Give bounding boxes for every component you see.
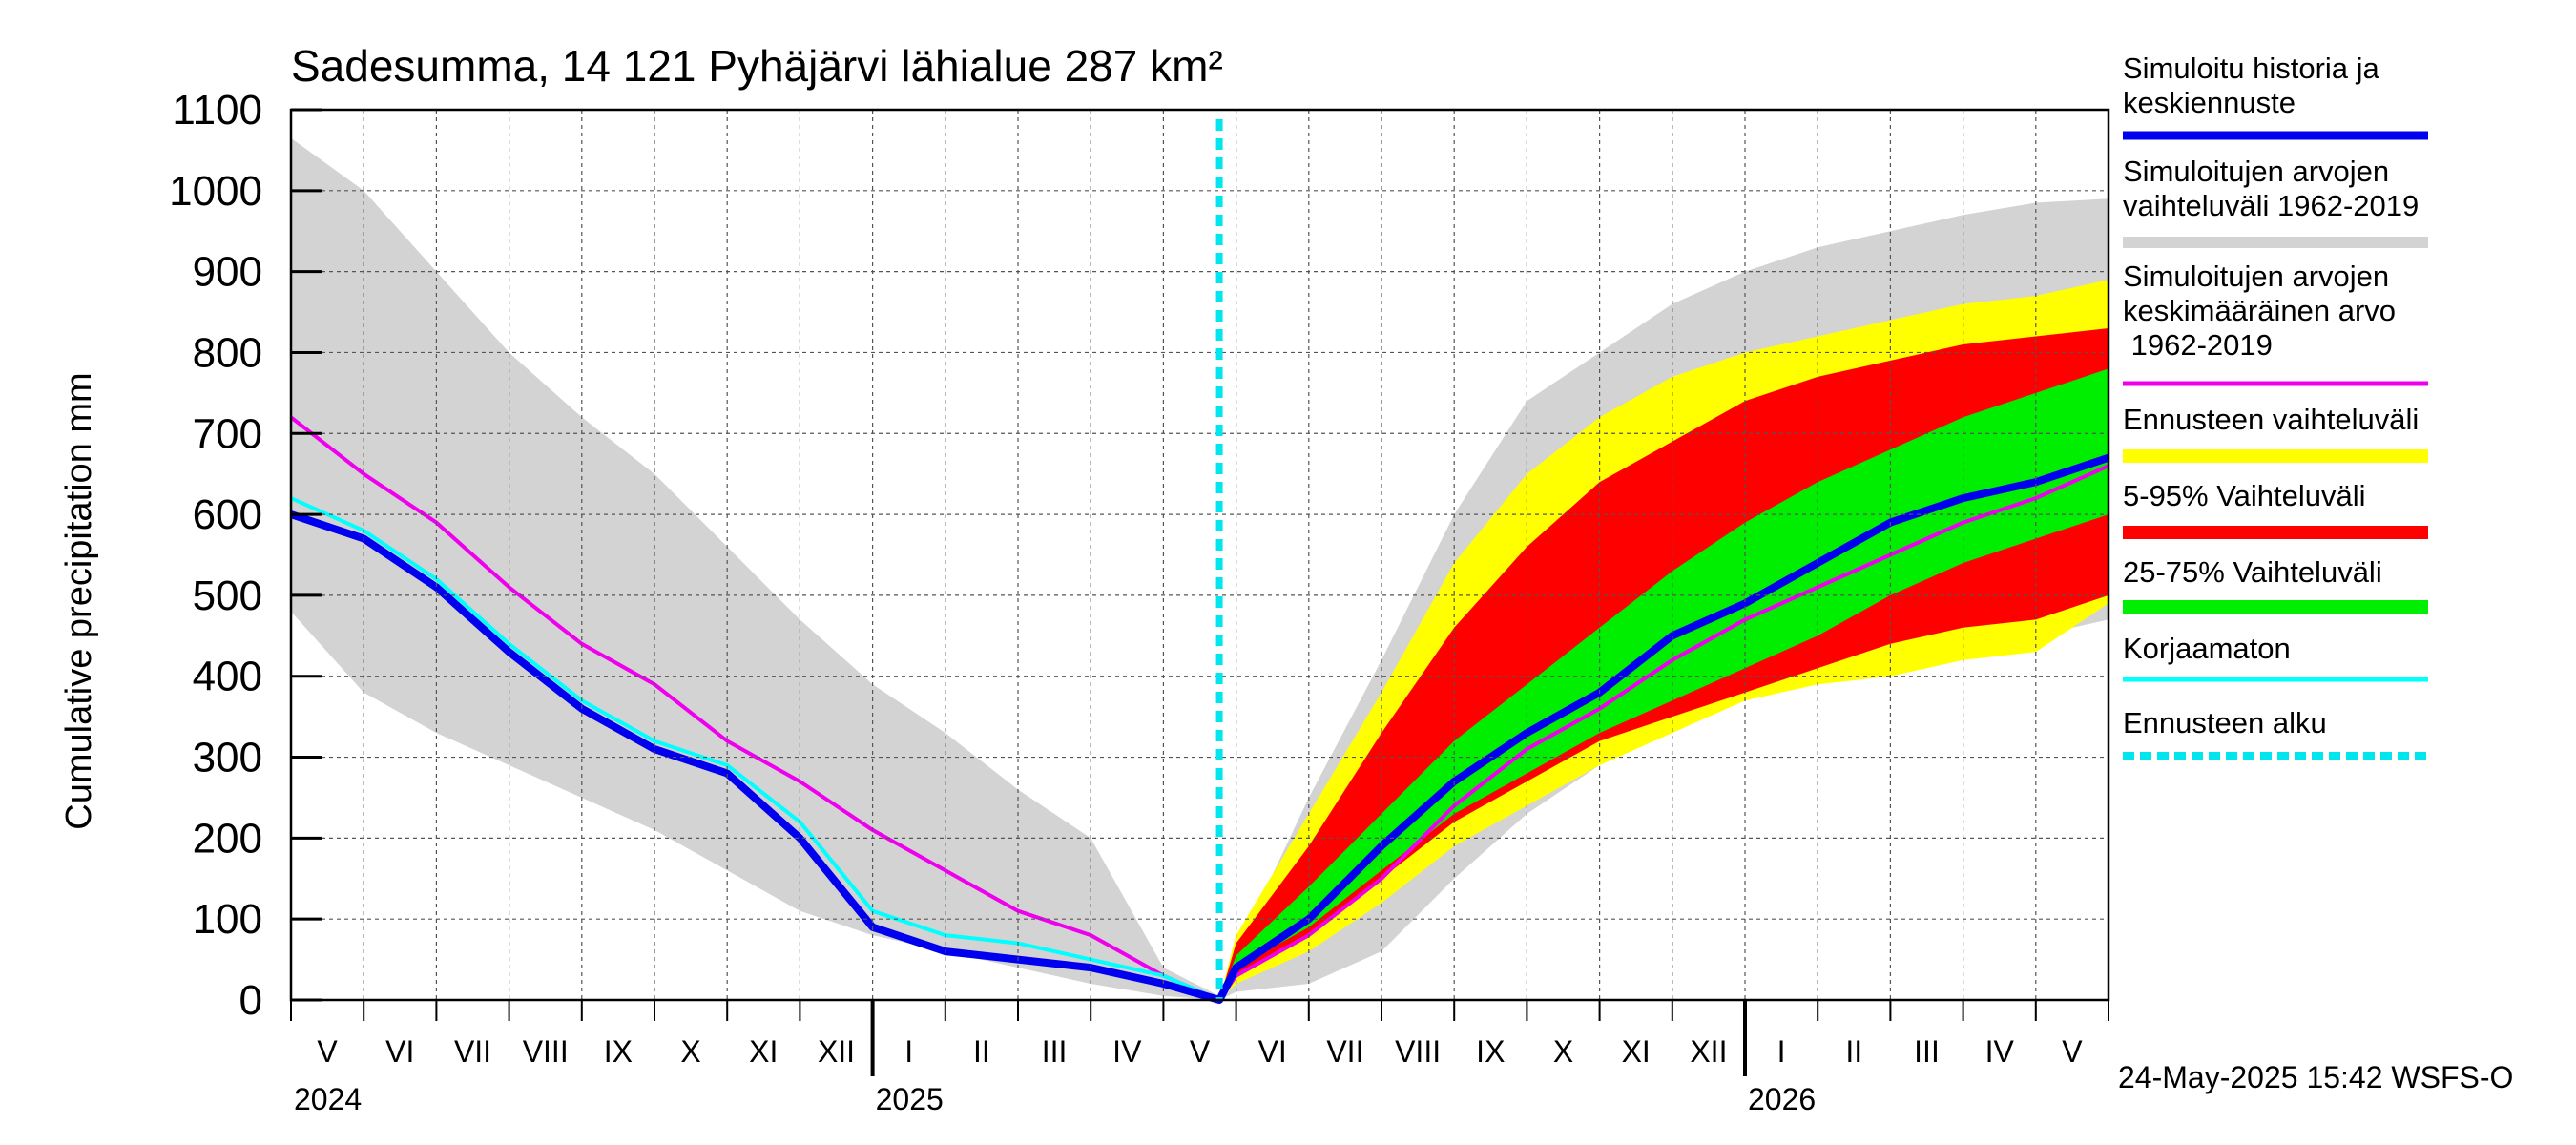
- year-label: 2025: [876, 1082, 944, 1116]
- month-label: III: [1042, 1034, 1068, 1069]
- month-label: VI: [385, 1034, 414, 1069]
- legend-label: Ennusteen alku: [2123, 706, 2327, 739]
- month-label: XI: [1622, 1034, 1651, 1069]
- y-axis-label: Cumulative precipitation mm: [59, 372, 99, 829]
- y-tick-label: 400: [193, 654, 262, 700]
- month-label: VIII: [1395, 1034, 1441, 1069]
- month-label: V: [1190, 1034, 1211, 1069]
- y-tick-label: 900: [193, 249, 262, 296]
- legend: Simuloitu historia ja keskiennuste Simuloi…: [2123, 52, 2428, 760]
- month-label: XII: [818, 1034, 855, 1069]
- month-label: IX: [1476, 1034, 1505, 1069]
- y-tick-label: 0: [239, 977, 262, 1024]
- legend-label: Ennusteen vaihteluväli: [2123, 403, 2419, 436]
- month-label: VII: [1326, 1034, 1363, 1069]
- month-label: II: [973, 1034, 990, 1069]
- legend-label: 5-95% Vaihteluväli: [2123, 479, 2365, 512]
- year-label: 2026: [1748, 1082, 1816, 1116]
- series-layer: [289, 137, 2110, 1004]
- month-label: X: [1553, 1034, 1573, 1069]
- month-label: V: [2062, 1034, 2083, 1069]
- month-label: I: [1777, 1034, 1786, 1069]
- legend-label: Korjaamaton: [2123, 632, 2291, 665]
- month-label: XII: [1690, 1034, 1727, 1069]
- y-tick-label: 100: [193, 896, 262, 943]
- y-tick-label: 600: [193, 491, 262, 538]
- y-tick-label: 200: [193, 815, 262, 862]
- legend-label: Simuloitujen arvojen keskimääräinen arvo …: [2123, 260, 2396, 362]
- chart-title: Sadesumma, 14 121 Pyhäjärvi lähialue 287…: [291, 41, 1223, 91]
- month-label: II: [1845, 1034, 1862, 1069]
- y-tick-label: 1100: [172, 87, 262, 134]
- plot-frame: [289, 108, 2110, 1002]
- month-label: VIII: [523, 1034, 569, 1069]
- month-label: VII: [454, 1034, 491, 1069]
- month-label: IV: [1112, 1034, 1142, 1069]
- month-label: I: [904, 1034, 913, 1069]
- year-label: 2024: [294, 1082, 362, 1116]
- legend-label: 25-75% Vaihteluväli: [2123, 555, 2382, 589]
- y-tick-label: 700: [193, 410, 262, 457]
- month-label: VI: [1258, 1034, 1287, 1069]
- y-tick-label: 1000: [169, 168, 262, 215]
- timestamp: 24-May-2025 15:42 WSFS-O: [2118, 1060, 2513, 1094]
- uncorrected-line: [290, 496, 1220, 1002]
- y-tick-label: 300: [193, 735, 262, 781]
- month-label: XI: [749, 1034, 778, 1069]
- month-label: V: [317, 1034, 338, 1069]
- y-tick-label: 500: [193, 572, 262, 619]
- month-label: IX: [604, 1034, 633, 1069]
- month-label: X: [680, 1034, 700, 1069]
- month-label: IV: [1985, 1034, 2015, 1069]
- month-label: III: [1914, 1034, 1940, 1069]
- y-tick-label: 800: [193, 329, 262, 376]
- legend-label: Simuloitujen arvojen vaihteluväli 1962-20…: [2123, 155, 2419, 222]
- legend-label: Simuloitu historia ja keskiennuste: [2123, 52, 2380, 119]
